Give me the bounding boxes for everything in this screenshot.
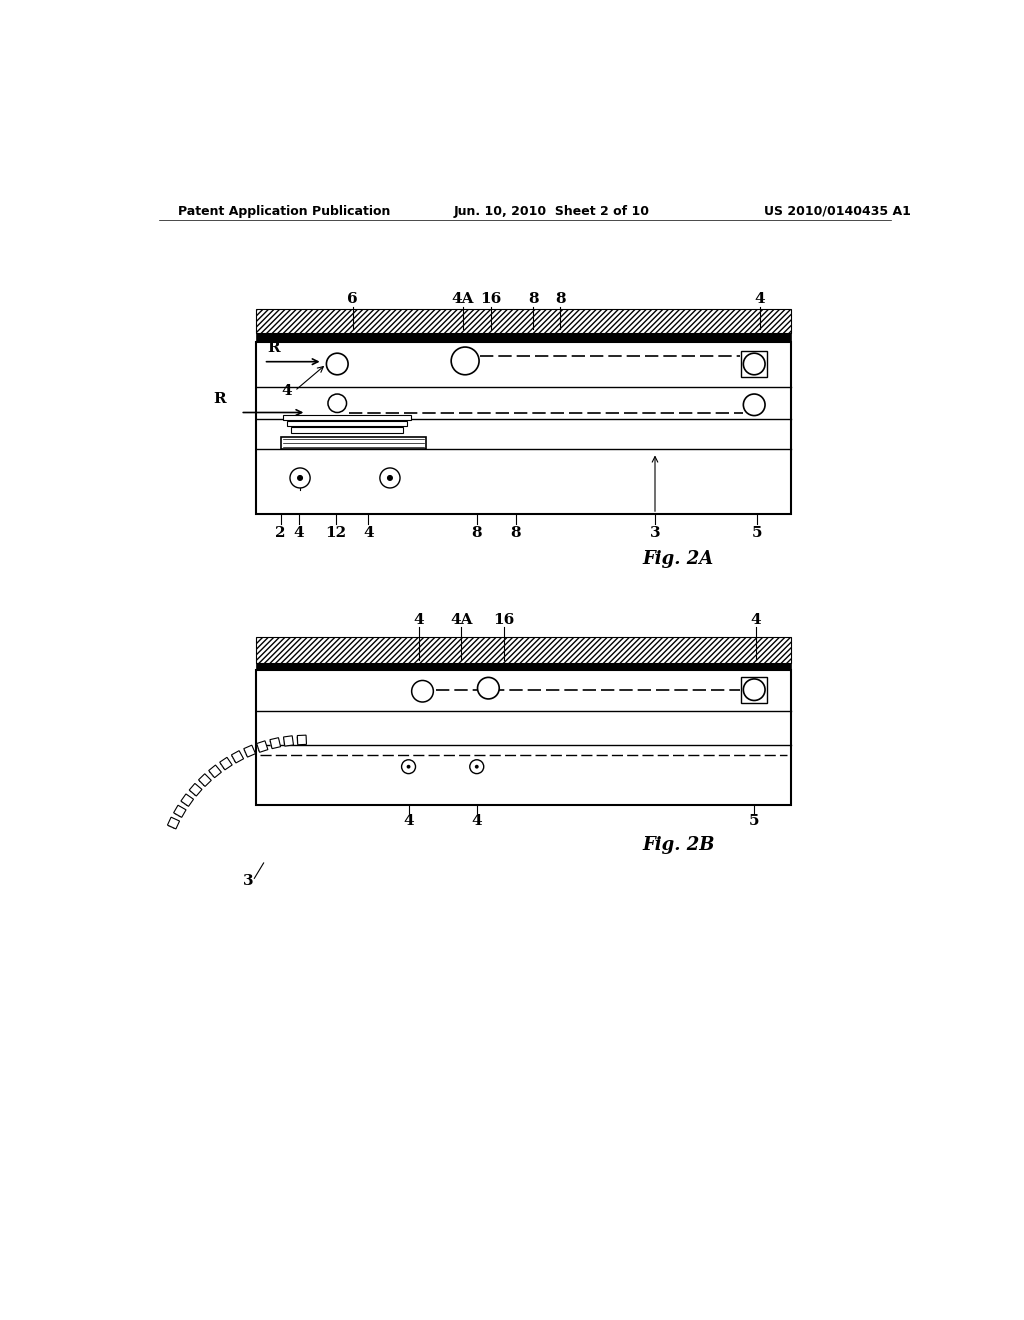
Text: 4: 4 bbox=[282, 384, 292, 397]
Bar bbox=[256, 309, 791, 333]
Text: 4: 4 bbox=[751, 612, 761, 627]
Bar bbox=[256, 671, 791, 805]
Text: 2: 2 bbox=[275, 525, 286, 540]
Polygon shape bbox=[231, 751, 244, 763]
Bar bbox=[281, 437, 426, 449]
Text: R: R bbox=[213, 392, 226, 407]
Text: 8: 8 bbox=[528, 292, 539, 306]
Text: 5: 5 bbox=[752, 525, 763, 540]
Text: 6: 6 bbox=[347, 292, 358, 306]
Polygon shape bbox=[220, 758, 232, 770]
Text: 3: 3 bbox=[243, 874, 253, 887]
Circle shape bbox=[328, 395, 346, 413]
Bar bbox=[256, 333, 791, 342]
Text: R: R bbox=[267, 341, 281, 355]
Bar bbox=[741, 351, 767, 378]
Circle shape bbox=[407, 764, 411, 768]
Polygon shape bbox=[168, 817, 179, 829]
Text: 8: 8 bbox=[471, 525, 482, 540]
Text: 12: 12 bbox=[326, 525, 346, 540]
Text: 4: 4 bbox=[471, 814, 482, 829]
Circle shape bbox=[380, 469, 400, 488]
Circle shape bbox=[327, 354, 348, 375]
Circle shape bbox=[298, 475, 302, 480]
Text: Fig. 2B: Fig. 2B bbox=[642, 836, 715, 854]
Text: 4: 4 bbox=[362, 525, 374, 540]
Bar bbox=[291, 428, 403, 433]
Circle shape bbox=[743, 354, 765, 375]
Circle shape bbox=[401, 760, 416, 774]
Polygon shape bbox=[209, 766, 221, 777]
Text: 4: 4 bbox=[755, 292, 765, 306]
Polygon shape bbox=[181, 793, 194, 807]
Bar bbox=[256, 342, 791, 515]
Text: 8: 8 bbox=[510, 525, 521, 540]
Polygon shape bbox=[174, 805, 186, 817]
Text: 4A: 4A bbox=[450, 612, 472, 627]
Bar bbox=[256, 638, 791, 663]
Text: Patent Application Publication: Patent Application Publication bbox=[178, 205, 391, 218]
Text: Jun. 10, 2010  Sheet 2 of 10: Jun. 10, 2010 Sheet 2 of 10 bbox=[454, 205, 649, 218]
Text: 4: 4 bbox=[293, 525, 304, 540]
Bar bbox=[256, 663, 791, 671]
Text: 5: 5 bbox=[749, 814, 760, 829]
Polygon shape bbox=[199, 774, 211, 787]
Text: 4: 4 bbox=[414, 612, 424, 627]
Bar bbox=[287, 421, 407, 426]
Text: Fig. 2A: Fig. 2A bbox=[643, 549, 714, 568]
Text: 16: 16 bbox=[494, 612, 514, 627]
Text: 16: 16 bbox=[480, 292, 502, 306]
Text: 8: 8 bbox=[555, 292, 566, 306]
Polygon shape bbox=[284, 735, 294, 746]
Text: 4: 4 bbox=[403, 814, 414, 829]
Polygon shape bbox=[244, 746, 256, 758]
Circle shape bbox=[412, 681, 433, 702]
Circle shape bbox=[470, 760, 483, 774]
Text: US 2010/0140435 A1: US 2010/0140435 A1 bbox=[764, 205, 910, 218]
Circle shape bbox=[477, 677, 500, 700]
Polygon shape bbox=[297, 735, 306, 744]
Bar bbox=[741, 677, 767, 702]
Text: 4A: 4A bbox=[452, 292, 474, 306]
Circle shape bbox=[388, 475, 392, 480]
Circle shape bbox=[452, 347, 479, 375]
Circle shape bbox=[475, 764, 478, 768]
Circle shape bbox=[743, 678, 765, 701]
Circle shape bbox=[290, 469, 310, 488]
Polygon shape bbox=[257, 741, 268, 752]
Polygon shape bbox=[270, 738, 281, 748]
Circle shape bbox=[743, 395, 765, 416]
Text: 3: 3 bbox=[649, 525, 660, 540]
Bar bbox=[283, 414, 411, 420]
Polygon shape bbox=[189, 784, 202, 796]
